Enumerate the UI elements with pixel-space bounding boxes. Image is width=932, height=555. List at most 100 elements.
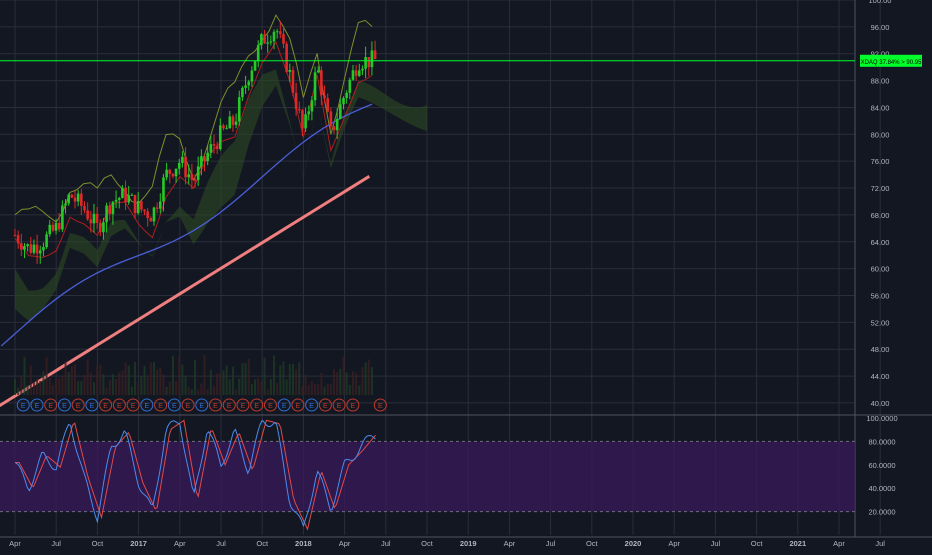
volume-bar	[273, 355, 276, 395]
candle-body	[130, 194, 134, 196]
earnings-marker[interactable]: E	[16, 398, 30, 412]
candle-body	[121, 187, 124, 199]
candle-body	[367, 57, 371, 68]
volume-bar	[323, 386, 326, 395]
earnings-label: E	[337, 403, 342, 410]
volume-bar	[178, 356, 181, 395]
candle-body	[294, 92, 298, 110]
volume-bar	[118, 372, 121, 395]
stoch-k-line	[14, 419, 376, 528]
earnings-marker[interactable]: E	[44, 398, 58, 412]
earnings-marker[interactable]: E	[181, 398, 195, 412]
candle-body	[256, 45, 260, 62]
volume-bar	[64, 361, 67, 395]
earnings-marker[interactable]: E	[154, 398, 168, 412]
candle-body	[162, 177, 165, 202]
candle-body	[301, 110, 304, 129]
candle-body	[288, 69, 292, 72]
volume-bar	[168, 381, 171, 395]
earnings-marker[interactable]: E	[291, 398, 305, 412]
earnings-marker[interactable]: E	[71, 398, 85, 412]
earnings-marker[interactable]: E	[346, 398, 360, 412]
earnings-marker[interactable]: E	[318, 398, 332, 412]
candle-body	[177, 162, 181, 169]
price-axis[interactable]: 40.00 44.00 48.00 52.00 56.00 60.00 64.00 68.00…	[866, 0, 897, 517]
volume-bar	[58, 378, 61, 395]
earnings-marker[interactable]: E	[277, 398, 291, 412]
price-tick-label: 100.00	[869, 0, 892, 5]
earnings-marker[interactable]: E	[85, 398, 99, 412]
candle-body	[42, 247, 45, 251]
time-tick-label: Apr	[833, 539, 845, 548]
candle-body	[187, 174, 191, 178]
volume-bar	[288, 363, 291, 395]
candle-body	[260, 34, 263, 46]
candle-body	[155, 207, 159, 209]
volume-bar	[301, 385, 304, 395]
candle-body	[136, 201, 140, 214]
candle-body	[83, 205, 86, 211]
earnings-marker[interactable]: E	[263, 398, 277, 412]
candle-body	[326, 98, 330, 112]
candle-body	[200, 156, 203, 167]
candle-body	[117, 198, 121, 200]
earnings-marker[interactable]: E	[250, 398, 264, 412]
candle-body	[196, 166, 200, 181]
volume-bar	[26, 384, 29, 395]
volume-bar	[348, 384, 351, 395]
time-axis[interactable]: Apr Jul Oct 2017 Apr Jul Oct 2018 Apr Jul Oct 2019 A…	[9, 539, 885, 548]
candle-body	[219, 125, 222, 149]
volume-bar	[187, 386, 190, 395]
earnings-marker[interactable]: E	[167, 398, 181, 412]
earnings-marker[interactable]: E	[209, 398, 223, 412]
earnings-marker[interactable]: E	[373, 398, 387, 412]
volume-bar	[282, 361, 285, 395]
volume-bar	[137, 381, 140, 395]
moving-averages	[0, 103, 373, 408]
volume-bar	[45, 356, 48, 395]
earnings-marker[interactable]: E	[126, 398, 140, 412]
candle-body	[272, 31, 276, 42]
volume-bar	[351, 371, 354, 395]
candle-body	[206, 152, 209, 162]
earnings-marker[interactable]: E	[140, 398, 154, 412]
earnings-marker[interactable]: E	[57, 398, 71, 412]
stochastic-panel	[0, 419, 855, 531]
earnings-marker[interactable]: E	[195, 398, 209, 412]
earnings-marker[interactable]: E	[30, 398, 44, 412]
candle-body	[64, 203, 67, 206]
earnings-marker[interactable]: E	[112, 398, 126, 412]
candle-body	[332, 126, 336, 131]
earnings-marker[interactable]: E	[305, 398, 319, 412]
earnings-label: E	[268, 403, 273, 410]
candle-body	[351, 70, 355, 80]
candle-body	[373, 50, 377, 60]
volume-bar	[326, 383, 329, 395]
candle-body	[364, 57, 367, 69]
volume-bar	[291, 363, 294, 395]
time-tick-label: Jul	[216, 539, 226, 548]
candle-body	[54, 222, 58, 231]
candle-body	[354, 70, 358, 76]
candle-body	[89, 219, 93, 224]
earnings-marker[interactable]: E	[222, 398, 236, 412]
volume-bar	[206, 389, 209, 395]
volume-bar	[83, 374, 86, 395]
volume-bar	[23, 356, 26, 395]
time-tick-label: Jul	[546, 539, 556, 548]
earnings-marker[interactable]: E	[332, 398, 346, 412]
volume-bar	[216, 373, 219, 395]
price-tick-label: 64.00	[871, 238, 890, 247]
price-tick-label: 56.00	[871, 291, 890, 300]
candle-body	[114, 199, 118, 202]
earnings-circle	[44, 398, 58, 412]
time-tick-label: Oct	[256, 539, 269, 548]
earnings-marker[interactable]: E	[236, 398, 250, 412]
price-tick-label: 96.00	[871, 23, 890, 32]
volume-bar	[219, 372, 222, 395]
earnings-marker[interactable]: E	[99, 398, 113, 412]
volume-bar	[130, 387, 133, 395]
